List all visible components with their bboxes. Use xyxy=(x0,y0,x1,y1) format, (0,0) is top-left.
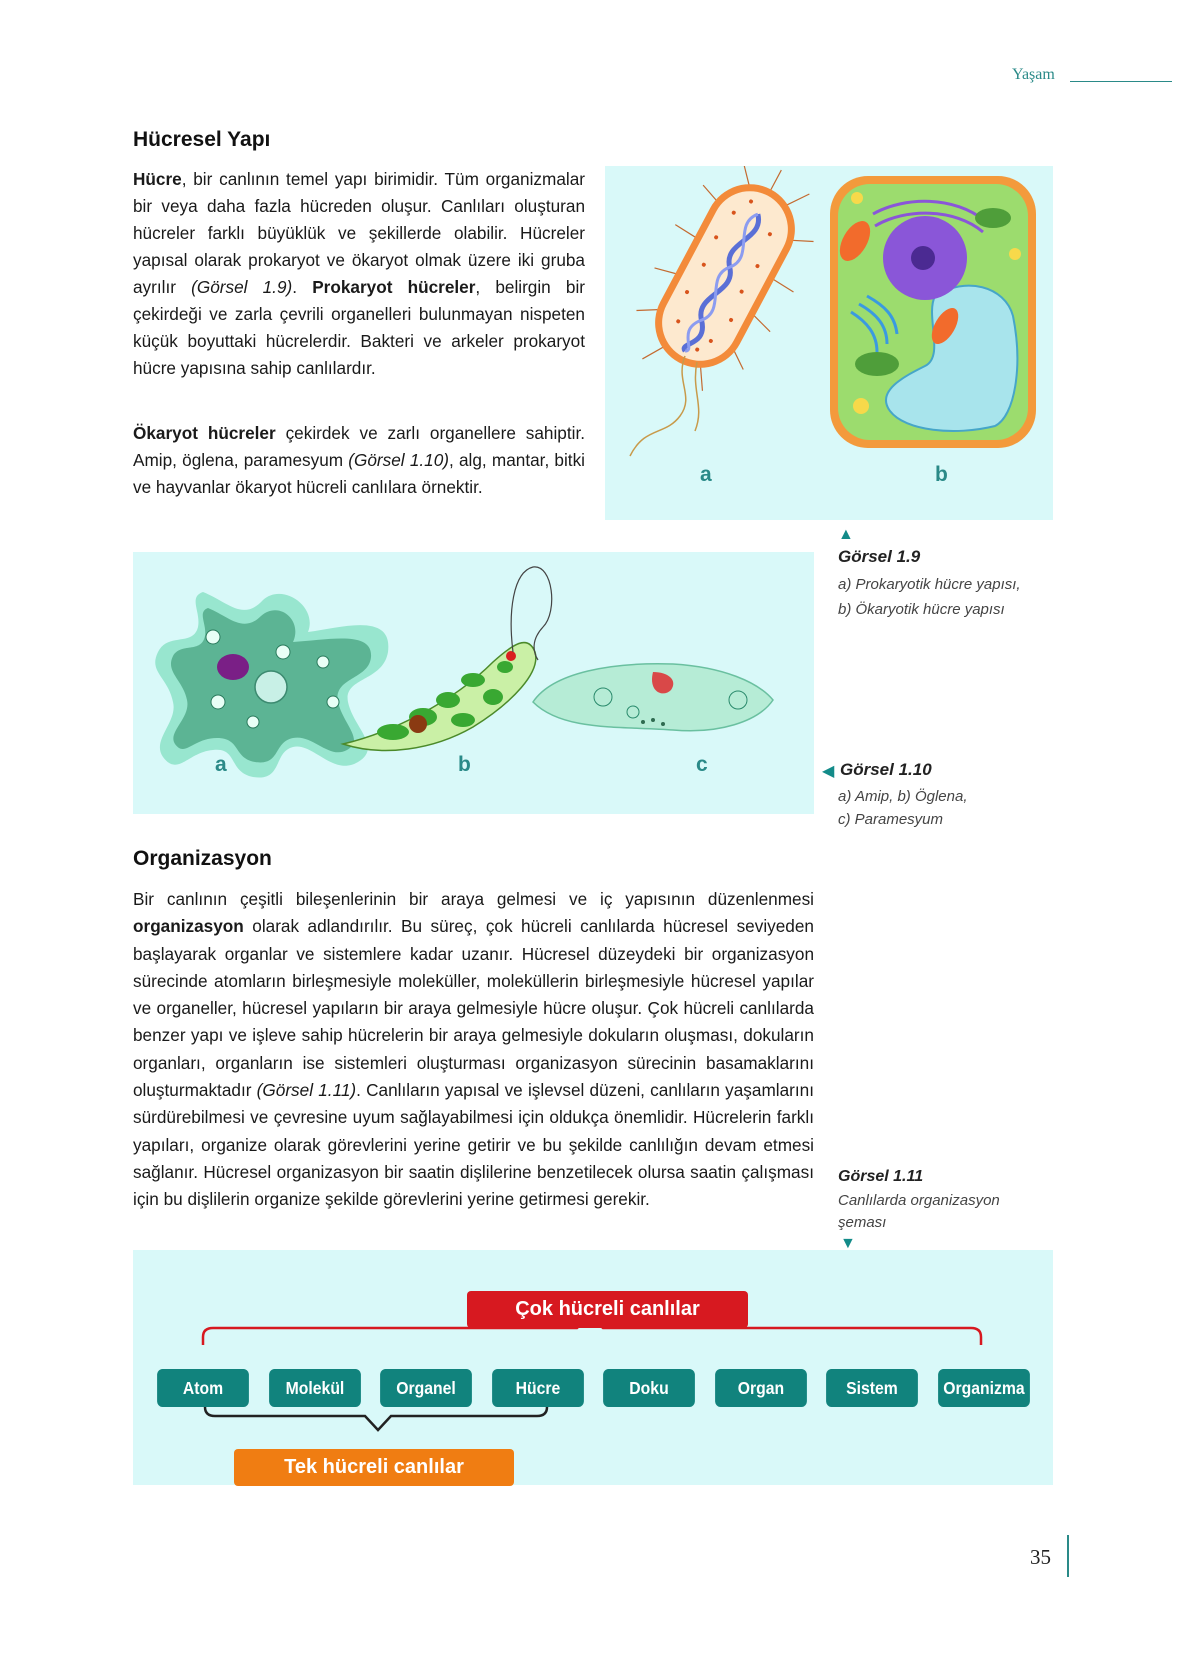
unicellular-label: Tek hücreli canlılar xyxy=(234,1449,514,1486)
figure-1-11-caption-line-2: şeması xyxy=(838,1214,887,1231)
figure-1-11-panel xyxy=(133,1250,1053,1485)
protist-illustration xyxy=(155,566,774,778)
figure-1-10-caption-line-2: c) Paramesyum xyxy=(838,811,944,828)
figure-1-10-caption-title: Görsel 1.10 xyxy=(840,760,932,779)
eukaryote-cell-image xyxy=(830,176,1036,448)
figure-1-10-caption-line-1: a) Amip, b) Öglena, xyxy=(838,788,968,805)
node-system: Sistem xyxy=(826,1369,918,1407)
node-organelle: Organel xyxy=(380,1369,472,1407)
node-tissue: Doku xyxy=(603,1369,695,1407)
figure-1-11-caption-line-1: Canlılarda organizasyon xyxy=(838,1192,1000,1209)
paragraph-organization: Bir canlının çeşitli bileşenlerinin bir … xyxy=(133,889,814,1210)
figure-1-11-caption-title: Görsel 1.11 xyxy=(838,1168,924,1185)
section-title-organization: Organizasyon xyxy=(133,847,272,870)
euglena-image xyxy=(340,566,553,752)
header-rule xyxy=(1070,81,1172,82)
cell-illustration xyxy=(629,160,1036,457)
node-atom: Atom xyxy=(157,1369,249,1407)
paragraph-cell-intro: Hücre, bir canlının temel yapı birimidir… xyxy=(133,169,585,378)
node-organ: Organ xyxy=(715,1369,807,1407)
figure-1-10-panel: a b c xyxy=(133,552,814,814)
node-molecule: Molekül xyxy=(269,1369,361,1407)
node-organism: Organizma xyxy=(938,1369,1030,1407)
paragraph-eukaryote: Ökaryot hücreler çekirdek ve zarlı organ… xyxy=(133,423,586,497)
figure-1-10-label-b: b xyxy=(458,753,471,776)
figure-1-9-label-a: a xyxy=(700,463,712,486)
figure-1-9-caption-line-1: a) Prokaryotik hücre yapısı, xyxy=(838,576,1021,593)
figure-1-9-panel: a b xyxy=(605,160,1053,520)
figure-1-9-caption-title: Görsel 1.9 xyxy=(838,547,921,566)
node-cell: Hücre xyxy=(492,1369,584,1407)
caption-pointer-down-icon: ▼ xyxy=(840,1235,856,1252)
page-number: 35 xyxy=(1030,1545,1051,1569)
paramecium-image xyxy=(532,663,774,732)
figure-1-10-label-c: c xyxy=(696,753,708,776)
section-title-cell-structure: Hücresel Yapı xyxy=(133,128,271,151)
figure-1-9-label-b: b xyxy=(935,463,948,486)
amoeba-image xyxy=(155,592,389,778)
prokaryote-cell-image xyxy=(636,160,814,391)
figure-1-10-label-a: a xyxy=(215,753,227,776)
page-number-rule xyxy=(1067,1535,1069,1577)
caption-pointer-up-icon: ▲ xyxy=(838,526,854,543)
figure-1-9-caption-line-2: b) Ökaryotik hücre yapısı xyxy=(838,601,1005,618)
multicellular-label: Çok hücreli canlılar xyxy=(467,1291,748,1328)
caption-pointer-left-icon: ◀ xyxy=(822,763,835,780)
chapter-header: Yaşam xyxy=(1012,66,1055,83)
